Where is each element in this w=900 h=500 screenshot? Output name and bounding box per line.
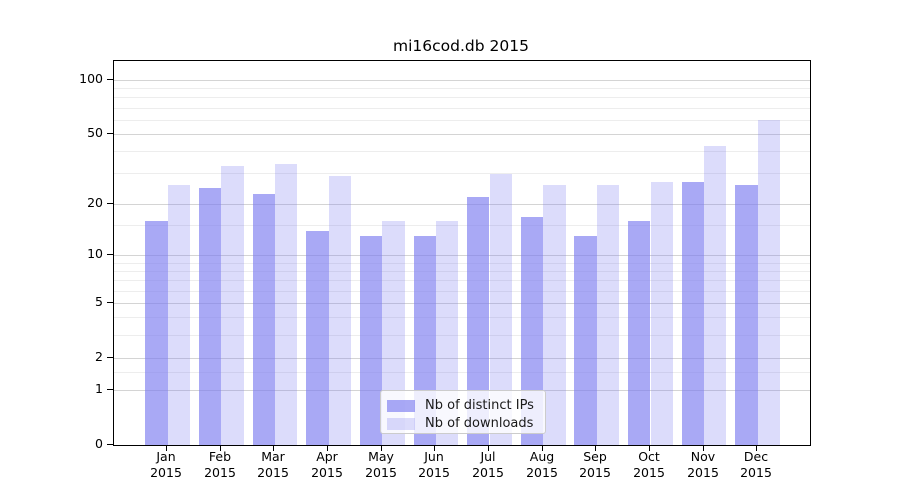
y-tick-mark xyxy=(107,254,113,255)
x-tick-mark xyxy=(649,445,650,451)
bar-jun-downloads xyxy=(435,221,459,445)
bar-dec-downloads xyxy=(757,120,781,445)
x-tick-mark xyxy=(327,445,328,451)
y-tick-mark xyxy=(107,302,113,303)
gridline xyxy=(114,358,810,359)
x-tick-label: Feb 2015 xyxy=(204,449,236,480)
y-tick-label: 5 xyxy=(95,294,103,309)
gridline xyxy=(114,280,810,281)
bar-feb-distinct-ips xyxy=(198,187,222,445)
x-tick-label: Jan 2015 xyxy=(150,449,182,480)
gridline xyxy=(114,80,810,81)
x-tick-mark xyxy=(595,445,596,451)
bar-nov-downloads xyxy=(704,145,727,445)
legend: Nb of distinct IPs Nb of downloads xyxy=(380,390,546,434)
bar-oct-distinct-ips xyxy=(628,221,651,445)
x-tick-mark xyxy=(273,445,274,451)
gridline xyxy=(114,151,810,152)
y-tick-mark xyxy=(107,444,113,445)
y-tick-mark xyxy=(107,203,113,204)
bar-jan-downloads xyxy=(167,184,191,445)
y-tick-mark xyxy=(107,357,113,358)
bar-may-distinct-ips xyxy=(359,236,383,445)
x-tick-mark xyxy=(542,445,543,451)
bar-aug-distinct-ips xyxy=(520,216,544,445)
y-tick-label: 100 xyxy=(79,71,103,86)
bar-aug-downloads xyxy=(543,184,566,445)
gridline xyxy=(114,263,810,264)
x-tick-mark xyxy=(220,445,221,451)
bar-apr-downloads xyxy=(328,176,351,445)
x-tick-mark xyxy=(381,445,382,451)
bar-mar-downloads xyxy=(275,164,298,445)
x-tick-label: Aug 2015 xyxy=(526,449,558,480)
y-tick-label: 1 xyxy=(95,381,103,396)
x-tick-label: Mar 2015 xyxy=(257,449,289,480)
bar-dec-distinct-ips xyxy=(735,184,758,445)
gridline xyxy=(114,372,810,373)
gridline xyxy=(114,134,810,135)
gridline xyxy=(114,173,810,174)
x-tick-mark xyxy=(488,445,489,451)
x-tick-label: Sep 2015 xyxy=(579,449,611,480)
gridline xyxy=(114,317,810,318)
gridline xyxy=(114,335,810,336)
legend-item-distinct-ips: Nb of distinct IPs xyxy=(387,397,545,415)
bar-nov-distinct-ips xyxy=(681,181,705,445)
gridline xyxy=(114,204,810,205)
gridline xyxy=(114,120,810,121)
y-tick-label: 0 xyxy=(95,436,103,451)
bar-may-downloads xyxy=(382,221,405,445)
x-tick-label: Dec 2015 xyxy=(740,449,772,480)
x-tick-label: Oct 2015 xyxy=(633,449,665,480)
x-tick-mark xyxy=(166,445,167,451)
x-tick-label: Jul 2015 xyxy=(472,449,504,480)
x-tick-mark xyxy=(434,445,435,451)
y-tick-label: 10 xyxy=(87,246,103,261)
gridline xyxy=(114,88,810,89)
bar-apr-distinct-ips xyxy=(306,231,329,445)
x-tick-label: May 2015 xyxy=(365,449,397,480)
bar-mar-distinct-ips xyxy=(252,193,275,445)
x-tick-label: Apr 2015 xyxy=(311,449,343,480)
gridline xyxy=(114,271,810,272)
bar-jul-distinct-ips xyxy=(467,197,490,445)
gridline xyxy=(114,303,810,304)
x-tick-label: Jun 2015 xyxy=(418,449,450,480)
x-tick-mark xyxy=(756,445,757,451)
bar-sep-downloads xyxy=(596,184,620,445)
y-tick-label: 2 xyxy=(95,349,103,364)
plot-area: Nb of distinct IPs Nb of downloads xyxy=(113,60,811,446)
y-tick-mark xyxy=(107,79,113,80)
gridline xyxy=(114,291,810,292)
gridline xyxy=(114,108,810,109)
legend-item-downloads: Nb of downloads xyxy=(387,415,545,433)
bar-jul-downloads xyxy=(489,173,512,445)
x-tick-mark xyxy=(703,445,704,451)
bar-jan-distinct-ips xyxy=(145,221,168,445)
gridline xyxy=(114,97,810,98)
chart-title: mi16cod.db 2015 xyxy=(393,37,529,55)
legend-label-downloads: Nb of downloads xyxy=(425,416,534,431)
bar-oct-downloads xyxy=(650,181,673,445)
gridline xyxy=(114,255,810,256)
legend-swatch-distinct-ips-icon xyxy=(387,400,415,412)
y-tick-label: 20 xyxy=(87,195,103,210)
legend-swatch-downloads-icon xyxy=(387,418,415,430)
gridline xyxy=(114,225,810,226)
bar-feb-downloads xyxy=(221,166,244,445)
legend-label-distinct-ips: Nb of distinct IPs xyxy=(425,398,534,413)
y-tick-mark xyxy=(107,389,113,390)
x-tick-label: Nov 2015 xyxy=(687,449,719,480)
y-tick-label: 50 xyxy=(87,125,103,140)
y-tick-mark xyxy=(107,133,113,134)
bar-sep-distinct-ips xyxy=(574,236,597,445)
